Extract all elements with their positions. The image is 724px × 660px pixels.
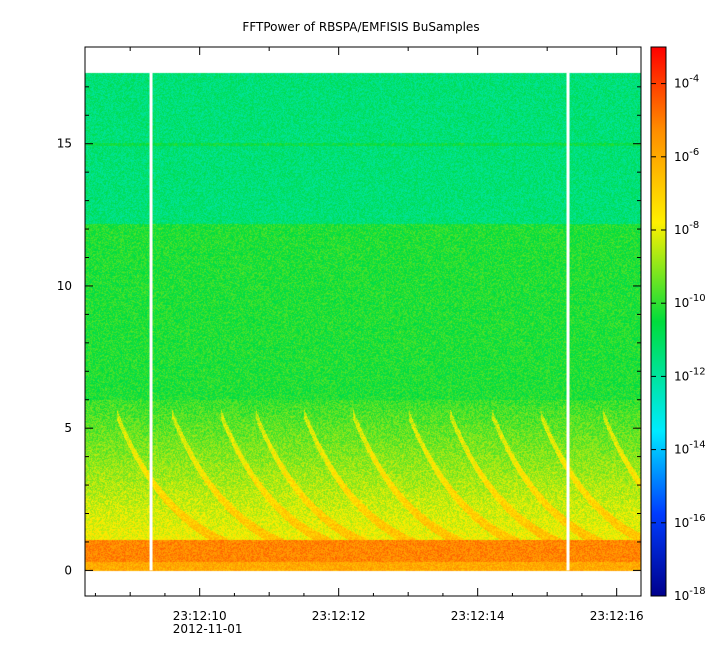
colorbar-tick-label: 10-4 bbox=[674, 74, 699, 91]
x-tick-label: 23:12:14 bbox=[451, 609, 505, 623]
colorbar-tick-label: 10-14 bbox=[674, 440, 706, 457]
colorbar-gradient bbox=[651, 47, 666, 596]
spectrogram-image bbox=[85, 47, 641, 596]
colorbar-tick-label: 10-12 bbox=[674, 366, 706, 383]
colorbar-tick-label: 10-8 bbox=[674, 220, 699, 237]
x-tick-label: 23:12:16 bbox=[590, 609, 644, 623]
y-tick-label: 15 bbox=[57, 137, 72, 151]
colorbar-tick-label: 10-10 bbox=[674, 293, 706, 310]
x-tick-label: 23:12:10 bbox=[173, 609, 227, 623]
y-axis: 0 5 10 15 bbox=[57, 86, 641, 577]
chart-title: FFTPower of RBSPA/EMFISIS BuSamples bbox=[242, 20, 479, 34]
y-tick-label: 10 bbox=[57, 279, 72, 293]
colorbar-tick-label: 10-16 bbox=[674, 513, 706, 530]
data-gap bbox=[149, 72, 153, 571]
colorbar-tick-label: 10-6 bbox=[674, 147, 699, 164]
colorbar-frame bbox=[650, 46, 667, 597]
data-gap bbox=[566, 72, 570, 571]
data-gaps bbox=[149, 72, 570, 571]
colorbar-tick-label: 10-18 bbox=[674, 586, 706, 603]
colorbar-ticks: 10-4 10-6 10-8 10-10 10-12 10-14 10-16 10-18 bbox=[651, 74, 706, 603]
plot-frame bbox=[84, 46, 642, 597]
x-tick-date-label: 2012-11-01 bbox=[173, 622, 243, 636]
colorbar: 10-4 10-6 10-8 10-10 10-12 10-14 10-16 10-18 bbox=[650, 46, 706, 603]
y-tick-label: 0 bbox=[64, 563, 72, 577]
x-tick-label: 23:12:12 bbox=[312, 609, 366, 623]
y-tick-label: 5 bbox=[64, 421, 72, 435]
